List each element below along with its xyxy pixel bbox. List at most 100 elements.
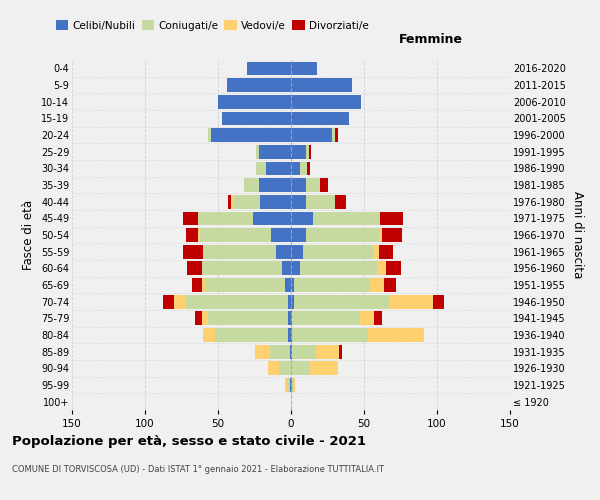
Bar — [244, 178, 259, 192]
Bar — [291, 312, 292, 325]
Bar — [316, 345, 339, 358]
Bar — [292, 345, 316, 358]
Bar — [187, 262, 202, 275]
Bar — [269, 345, 290, 358]
Bar — [203, 245, 277, 258]
Bar — [285, 278, 291, 292]
Bar — [308, 362, 338, 375]
Bar — [268, 362, 280, 375]
Bar — [386, 262, 401, 275]
Bar — [379, 245, 393, 258]
Bar — [183, 245, 203, 258]
Bar — [291, 78, 352, 92]
Bar — [288, 295, 291, 308]
Bar — [254, 345, 269, 358]
Bar — [223, 112, 291, 125]
Bar — [320, 178, 328, 192]
Bar — [385, 278, 396, 292]
Bar — [377, 262, 386, 275]
Bar — [163, 295, 174, 308]
Bar — [291, 328, 292, 342]
Bar — [291, 145, 305, 158]
Bar — [259, 178, 291, 192]
Bar — [280, 362, 291, 375]
Bar — [294, 278, 370, 292]
Bar — [302, 245, 373, 258]
Bar — [282, 262, 291, 275]
Bar — [300, 262, 377, 275]
Bar — [256, 162, 266, 175]
Bar — [186, 228, 197, 242]
Bar — [379, 228, 382, 242]
Bar — [291, 128, 332, 142]
Bar — [291, 378, 292, 392]
Bar — [305, 178, 320, 192]
Bar — [291, 262, 300, 275]
Bar — [256, 145, 259, 158]
Y-axis label: Anni di nascita: Anni di nascita — [571, 192, 584, 278]
Bar — [380, 212, 403, 225]
Bar — [292, 328, 368, 342]
Bar — [294, 378, 295, 392]
Bar — [292, 378, 294, 392]
Bar — [291, 245, 302, 258]
Bar — [294, 295, 389, 308]
Bar — [291, 295, 294, 308]
Bar — [305, 145, 308, 158]
Bar — [339, 345, 342, 358]
Bar — [291, 345, 292, 358]
Text: Popolazione per età, sesso e stato civile - 2021: Popolazione per età, sesso e stato civil… — [12, 435, 366, 448]
Bar — [313, 212, 380, 225]
Bar — [308, 145, 311, 158]
Bar — [292, 312, 359, 325]
Bar — [332, 128, 335, 142]
Bar — [203, 328, 215, 342]
Bar — [234, 195, 260, 208]
Bar — [208, 312, 288, 325]
Bar — [291, 195, 305, 208]
Bar — [266, 162, 291, 175]
Bar — [197, 228, 200, 242]
Bar — [271, 228, 291, 242]
Bar — [290, 378, 291, 392]
Bar — [291, 278, 294, 292]
Bar — [277, 245, 291, 258]
Bar — [291, 162, 300, 175]
Y-axis label: Fasce di età: Fasce di età — [22, 200, 35, 270]
Bar — [335, 195, 346, 208]
Bar — [174, 295, 186, 308]
Bar — [370, 278, 385, 292]
Bar — [305, 195, 335, 208]
Bar — [231, 195, 234, 208]
Bar — [215, 328, 288, 342]
Bar — [291, 362, 308, 375]
Bar — [287, 378, 290, 392]
Bar — [197, 212, 253, 225]
Bar — [305, 228, 379, 242]
Bar — [183, 212, 197, 225]
Bar — [300, 162, 307, 175]
Bar — [211, 128, 291, 142]
Bar — [291, 228, 305, 242]
Bar — [208, 128, 211, 142]
Bar — [291, 95, 361, 108]
Text: COMUNE DI TORVISCOSA (UD) - Dati ISTAT 1° gennaio 2021 - Elaborazione TUTTITALIA: COMUNE DI TORVISCOSA (UD) - Dati ISTAT 1… — [12, 465, 384, 474]
Bar — [382, 228, 402, 242]
Bar — [228, 195, 231, 208]
Bar — [291, 112, 349, 125]
Bar — [291, 178, 305, 192]
Bar — [291, 212, 313, 225]
Bar — [288, 312, 291, 325]
Bar — [307, 162, 310, 175]
Bar — [202, 278, 205, 292]
Bar — [290, 345, 291, 358]
Bar — [373, 245, 379, 258]
Bar — [260, 195, 291, 208]
Bar — [433, 295, 444, 308]
Bar — [291, 62, 317, 75]
Bar — [227, 78, 291, 92]
Bar — [359, 312, 374, 325]
Bar — [389, 295, 433, 308]
Legend: Celibi/Nubili, Coniugati/e, Vedovi/e, Divorziati/e: Celibi/Nubili, Coniugati/e, Vedovi/e, Di… — [52, 16, 373, 35]
Bar — [202, 312, 208, 325]
